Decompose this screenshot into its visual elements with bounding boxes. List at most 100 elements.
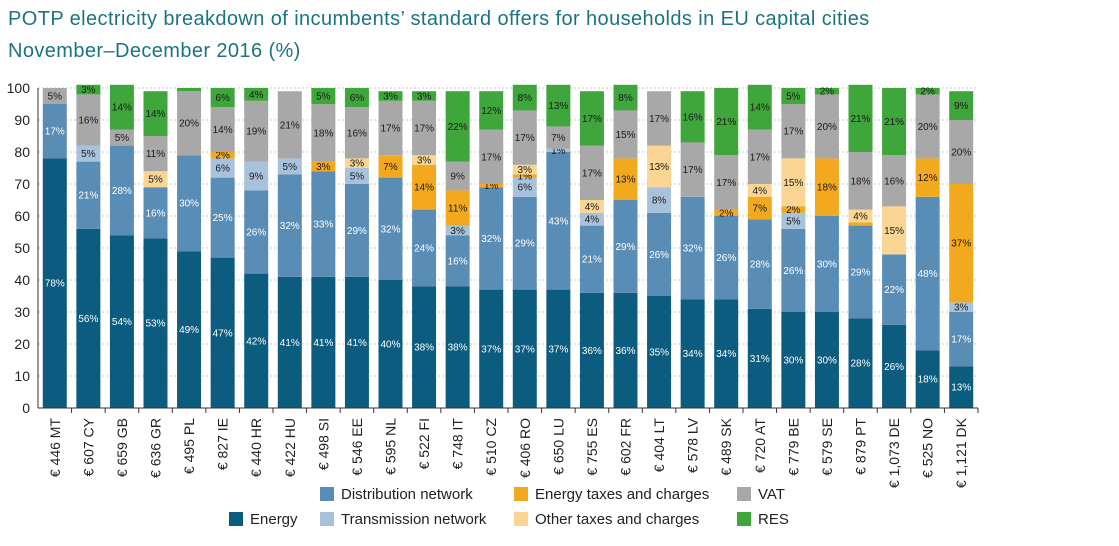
data-label: 6% [215,93,230,104]
bar-segment [915,94,940,159]
bar-segment [680,299,705,408]
x-tick-label: € 489 SK [718,417,734,475]
bar-segment [848,152,873,210]
data-label: 3% [316,162,331,173]
bar-segment [647,296,672,408]
data-label: 5% [283,162,298,173]
x-tick-label: € 406 RO [517,418,533,478]
data-label: 37% [951,239,971,250]
data-label: 2% [786,205,801,216]
data-label: 16% [347,128,367,139]
legend-label: VAT [758,486,785,503]
y-tick-label: 30 [14,304,30,320]
bar-segment [680,91,705,143]
data-label: 3% [954,303,969,314]
bar-segment [546,84,571,127]
bar-segment [714,299,739,408]
data-label: 47% [213,328,233,339]
bar-segment [647,145,672,188]
bar-segment [546,126,571,149]
data-label: 54% [112,317,132,328]
x-tick-label: € 1,073 DE [886,418,902,488]
data-label: 16% [145,208,165,219]
data-label: 38% [414,343,434,354]
bar-segment [848,225,873,319]
bar-segment [445,225,470,236]
data-label: 17% [750,152,770,163]
bar-segment [143,171,168,188]
bar-segment [177,91,202,156]
data-label: 30% [179,199,199,210]
data-label: 4% [249,90,264,101]
bar-segment [344,184,369,277]
data-label: 20% [951,148,971,159]
data-label: 3% [350,159,365,170]
bar-segment [412,91,437,101]
data-label: 41% [280,338,300,349]
bar-segment [613,200,638,293]
bar-segment [512,110,537,165]
data-label: 12% [481,106,501,117]
bar-segment [210,107,235,152]
bar-segment [378,280,403,408]
bar-segment [714,155,739,210]
x-tick-label: € 659 GB [114,418,130,477]
data-label: 32% [380,224,400,235]
data-label: 4% [585,215,600,226]
bar-segment [949,120,974,184]
data-label: 7% [551,133,566,144]
bar-segment [210,88,235,108]
bar-segment [579,200,604,213]
data-label: 16% [448,256,468,267]
data-label: 6% [215,164,230,175]
data-label: 43% [548,216,568,227]
bar-segment [613,84,638,111]
x-tick-label: € 595 NL [383,418,399,475]
legend-swatch [737,487,751,501]
data-label: 56% [78,314,98,325]
bar-segment [412,100,437,156]
bar-segment [915,350,940,408]
bar-segment [445,235,470,287]
x-tick-label: € 522 FI [416,418,432,469]
data-label: 17% [683,165,703,176]
data-label: 17% [783,127,803,138]
data-label: 3% [518,165,533,176]
data-label: 28% [112,186,132,197]
legend-label: Energy taxes and charges [535,486,709,503]
data-label: 3% [417,156,432,167]
bar-segment [412,155,437,165]
bar-segment [613,158,638,200]
bar-segment [714,209,739,216]
bar-segment [882,155,907,207]
bar-segment [781,228,806,312]
data-label: 26% [884,362,904,373]
data-label: 32% [481,234,501,245]
data-label: 13% [649,162,669,173]
data-label: 29% [515,239,535,250]
bar-segment [579,91,604,146]
x-tick-label: € 578 LV [685,417,701,473]
bar-segment [479,184,504,188]
data-label: 30% [817,356,837,367]
bar-segment [747,184,772,197]
x-tick-label: € 404 LT [651,418,667,473]
data-label: 29% [347,226,367,237]
bar-segment [479,129,504,184]
bar-segment [210,177,235,258]
data-label: 48% [918,269,938,280]
data-label: 49% [179,325,199,336]
data-label: 30% [783,356,803,367]
bar-segment [479,187,504,290]
bar-segment [512,174,537,178]
bar-segment [714,88,739,156]
data-label: 21% [850,114,870,125]
bar-segment [747,196,772,220]
legend-label: Other taxes and charges [535,511,699,528]
bar-segment [781,104,806,159]
data-label: 38% [448,343,468,354]
data-label: 16% [884,176,904,187]
bar-segment [109,84,134,130]
chart-subtitle: November–December 2016 (%) [8,40,301,62]
bar-segment [546,289,571,408]
